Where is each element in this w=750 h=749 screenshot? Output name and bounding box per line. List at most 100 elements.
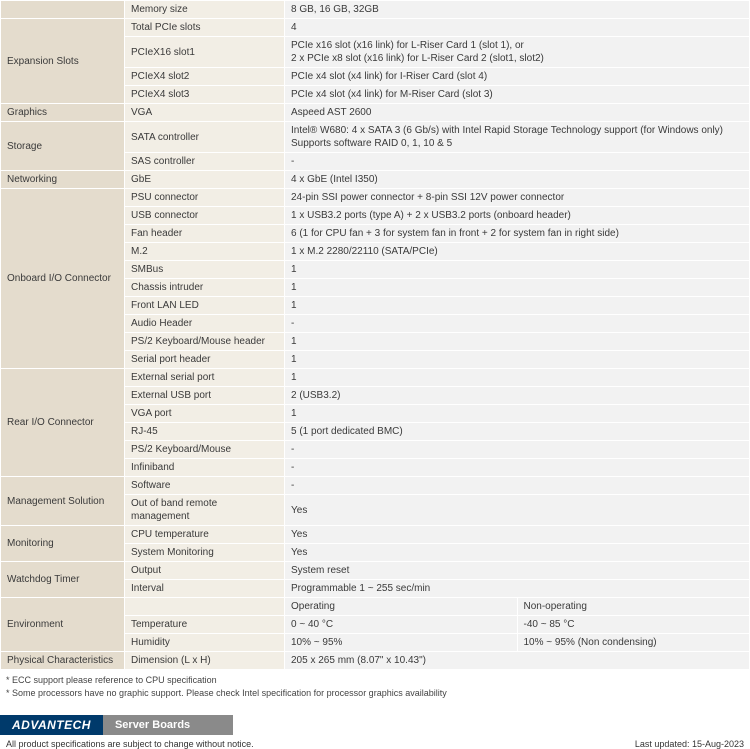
value-cell: 1	[285, 279, 750, 297]
table-row: Physical CharacteristicsDimension (L x H…	[1, 652, 750, 670]
disclaimer: All product specifications are subject t…	[6, 739, 254, 749]
category-cell: Environment	[1, 598, 125, 652]
attribute-cell: VGA	[125, 104, 285, 122]
value-cell: 1 x USB3.2 ports (type A) + 2 x USB3.2 p…	[285, 207, 750, 225]
brand-bar: ADVANTECH Server Boards	[0, 715, 750, 735]
value-cell: 1	[285, 261, 750, 279]
value-cell: -	[285, 459, 750, 477]
attribute-cell: Fan header	[125, 225, 285, 243]
value-cell: 1	[285, 297, 750, 315]
category-cell: Onboard I/O Connector	[1, 189, 125, 369]
value-cell: 4 x GbE (Intel I350)	[285, 171, 750, 189]
attribute-cell: SAS controller	[125, 153, 285, 171]
table-row: Management SolutionSoftware-	[1, 477, 750, 495]
value-cell: Aspeed AST 2600	[285, 104, 750, 122]
attribute-cell	[125, 598, 285, 616]
table-row: GraphicsVGAAspeed AST 2600	[1, 104, 750, 122]
footnote-line: * ECC support please reference to CPU sp…	[6, 674, 744, 687]
table-row: StorageSATA controllerIntel® W680: 4 x S…	[1, 122, 750, 153]
value-cell: 2 (USB3.2)	[285, 387, 750, 405]
attribute-cell: External USB port	[125, 387, 285, 405]
value-cell: Operating	[285, 598, 518, 616]
footer: ADVANTECH Server Boards All product spec…	[0, 715, 750, 749]
table-row: Rear I/O ConnectorExternal serial port1	[1, 369, 750, 387]
attribute-cell: SATA controller	[125, 122, 285, 153]
value-cell: 10% ~ 95%	[285, 634, 518, 652]
value-cell: Yes	[285, 544, 750, 562]
category-cell: Expansion Slots	[1, 19, 125, 104]
value-cell: PCIe x4 slot (x4 link) for I-Riser Card …	[285, 68, 750, 86]
footnote-line: * Some processors have no graphic suppor…	[6, 687, 744, 700]
attribute-cell: CPU temperature	[125, 526, 285, 544]
attribute-cell: PS/2 Keyboard/Mouse header	[125, 333, 285, 351]
value-cell: Yes	[285, 526, 750, 544]
category-cell: Graphics	[1, 104, 125, 122]
value-cell: -	[285, 477, 750, 495]
attribute-cell: PSU connector	[125, 189, 285, 207]
attribute-cell: External serial port	[125, 369, 285, 387]
value-cell: -	[285, 441, 750, 459]
table-row: Expansion SlotsTotal PCIe slots4	[1, 19, 750, 37]
attribute-cell: Memory size	[125, 1, 285, 19]
value-cell: 0 ~ 40 °C	[285, 616, 518, 634]
attribute-cell: SMBus	[125, 261, 285, 279]
value-cell: Non-operating	[517, 598, 750, 616]
category-cell: Networking	[1, 171, 125, 189]
attribute-cell: Total PCIe slots	[125, 19, 285, 37]
category-cell: Rear I/O Connector	[1, 369, 125, 477]
value-cell: 4	[285, 19, 750, 37]
category-cell	[1, 1, 125, 19]
value-cell: System reset	[285, 562, 750, 580]
footer-line: All product specifications are subject t…	[0, 735, 750, 749]
category-cell: Monitoring	[1, 526, 125, 562]
value-cell: 24-pin SSI power connector + 8-pin SSI 1…	[285, 189, 750, 207]
attribute-cell: USB connector	[125, 207, 285, 225]
value-cell: 10% ~ 95% (Non condensing)	[517, 634, 750, 652]
value-cell: 1 x M.2 2280/22110 (SATA/PCIe)	[285, 243, 750, 261]
value-cell: 8 GB, 16 GB, 32GB	[285, 1, 750, 19]
footnotes: * ECC support please reference to CPU sp…	[0, 670, 750, 709]
table-row: MonitoringCPU temperatureYes	[1, 526, 750, 544]
attribute-cell: M.2	[125, 243, 285, 261]
attribute-cell: Output	[125, 562, 285, 580]
last-updated: Last updated: 15-Aug-2023	[635, 739, 744, 749]
table-row: NetworkingGbE4 x GbE (Intel I350)	[1, 171, 750, 189]
attribute-cell: System Monitoring	[125, 544, 285, 562]
value-cell: 6 (1 for CPU fan + 3 for system fan in f…	[285, 225, 750, 243]
attribute-cell: Software	[125, 477, 285, 495]
value-cell: Programmable 1 ~ 255 sec/min	[285, 580, 750, 598]
attribute-cell: PCIeX4 slot3	[125, 86, 285, 104]
attribute-cell: PCIeX4 slot2	[125, 68, 285, 86]
value-cell: 1	[285, 333, 750, 351]
attribute-cell: Dimension (L x H)	[125, 652, 285, 670]
category-cell: Storage	[1, 122, 125, 171]
table-row: EnvironmentOperatingNon-operating	[1, 598, 750, 616]
value-cell: -	[285, 315, 750, 333]
value-cell: PCIe x16 slot (x16 link) for L-Riser Car…	[285, 37, 750, 68]
category-cell: Management Solution	[1, 477, 125, 526]
value-cell: 1	[285, 405, 750, 423]
attribute-cell: PCIeX16 slot1	[125, 37, 285, 68]
attribute-cell: Humidity	[125, 634, 285, 652]
category-cell: Physical Characteristics	[1, 652, 125, 670]
attribute-cell: PS/2 Keyboard/Mouse	[125, 441, 285, 459]
attribute-cell: Serial port header	[125, 351, 285, 369]
value-cell: -40 ~ 85 °C	[517, 616, 750, 634]
attribute-cell: Audio Header	[125, 315, 285, 333]
attribute-cell: Chassis intruder	[125, 279, 285, 297]
section-title: Server Boards	[103, 715, 233, 735]
attribute-cell: Out of band remote management	[125, 495, 285, 526]
table-row: Onboard I/O ConnectorPSU connector24-pin…	[1, 189, 750, 207]
table-row: Watchdog TimerOutputSystem reset	[1, 562, 750, 580]
table-row: Memory size8 GB, 16 GB, 32GB	[1, 1, 750, 19]
attribute-cell: Front LAN LED	[125, 297, 285, 315]
value-cell: PCIe x4 slot (x4 link) for M-Riser Card …	[285, 86, 750, 104]
value-cell: 205 x 265 mm (8.07" x 10.43")	[285, 652, 750, 670]
value-cell: 1	[285, 351, 750, 369]
value-cell: 5 (1 port dedicated BMC)	[285, 423, 750, 441]
spec-table: Memory size8 GB, 16 GB, 32GBExpansion Sl…	[0, 0, 750, 670]
attribute-cell: GbE	[125, 171, 285, 189]
attribute-cell: VGA port	[125, 405, 285, 423]
attribute-cell: RJ-45	[125, 423, 285, 441]
category-cell: Watchdog Timer	[1, 562, 125, 598]
